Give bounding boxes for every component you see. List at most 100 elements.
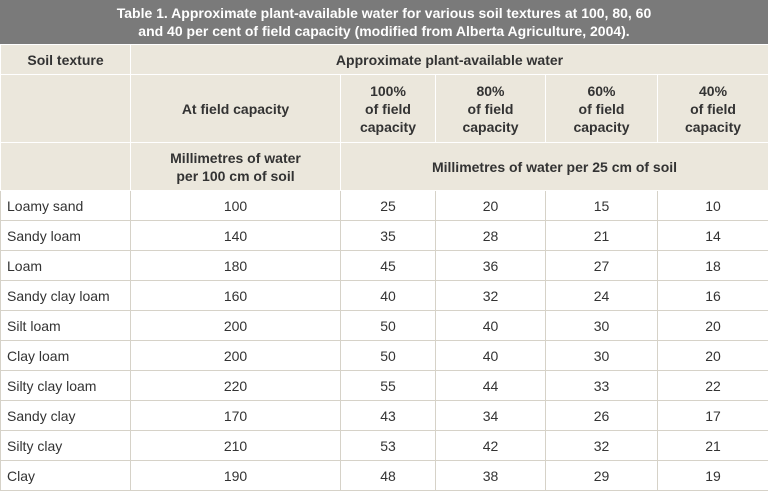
value-cell: 30 — [545, 310, 658, 341]
table-title: Table 1. Approximate plant-available wat… — [0, 0, 768, 44]
soil-texture-cell: Clay — [0, 460, 131, 491]
header-row: At field capacity 100% of field capacity 80… — [0, 74, 768, 143]
data-row: Clay loam 200 50 40 30 20 — [0, 340, 768, 371]
header-line: 80% — [476, 82, 505, 99]
value-cell: 100 — [130, 190, 341, 221]
header-cell — [0, 74, 131, 143]
value-cell: 48 — [340, 460, 436, 491]
data-table: Soil texture Approximate plant-available… — [0, 44, 768, 491]
value-cell: 42 — [435, 430, 546, 461]
data-row: Sandy loam 140 35 28 21 14 — [0, 220, 768, 251]
header-line: capacity — [684, 118, 742, 135]
soil-texture-cell: Clay loam — [0, 340, 131, 371]
data-row: Silty clay loam 220 55 44 33 22 — [0, 370, 768, 401]
value-cell: 16 — [656, 280, 768, 311]
header-line: capacity — [359, 118, 417, 135]
value-cell: 43 — [340, 400, 436, 431]
header-line: of field — [467, 100, 514, 117]
soil-texture-cell: Silty clay loam — [0, 370, 131, 401]
header-line: 100% — [370, 82, 406, 99]
value-cell: 40 — [340, 280, 436, 311]
value-cell: 140 — [130, 220, 341, 251]
value-cell: 200 — [130, 310, 341, 341]
value-cell: 220 — [130, 370, 341, 401]
header-cell: Soil texture — [0, 44, 131, 75]
value-cell: 21 — [656, 430, 768, 461]
header-cell: Millimetres of water per 100 cm of soil — [130, 142, 341, 191]
value-cell: 53 — [340, 430, 436, 461]
soil-texture-cell: Loam — [0, 250, 131, 281]
header-line: of field — [365, 100, 411, 117]
header-cell: Approximate plant-available water — [129, 44, 768, 75]
data-row: Silt loam 200 50 40 30 20 — [0, 310, 768, 341]
value-cell: 29 — [545, 460, 658, 491]
value-cell: 22 — [656, 370, 768, 401]
value-cell: 20 — [656, 340, 768, 371]
value-cell: 10 — [656, 190, 768, 221]
soil-texture-cell: Silty clay — [0, 430, 131, 461]
header-line: 40% — [699, 82, 728, 99]
value-cell: 28 — [435, 220, 546, 251]
value-cell: 170 — [130, 400, 341, 431]
value-cell: 34 — [435, 400, 546, 431]
header-cell: 40% of field capacity — [656, 74, 768, 143]
value-cell: 44 — [435, 370, 546, 401]
value-cell: 40 — [435, 340, 546, 371]
value-cell: 14 — [656, 220, 768, 251]
value-cell: 20 — [656, 310, 768, 341]
value-cell: 190 — [130, 460, 341, 491]
soil-texture-cell: Silt loam — [0, 310, 131, 341]
value-cell: 180 — [130, 250, 341, 281]
value-cell: 18 — [656, 250, 768, 281]
value-cell: 15 — [545, 190, 658, 221]
value-cell: 17 — [656, 400, 768, 431]
data-row: Loam 180 45 36 27 18 — [0, 250, 768, 281]
data-row: Sandy clay loam 160 40 32 24 16 — [0, 280, 768, 311]
value-cell: 33 — [545, 370, 658, 401]
header-row: Millimetres of water per 100 cm of soil … — [0, 142, 768, 191]
data-row: Clay 190 48 38 29 19 — [0, 460, 768, 491]
value-cell: 38 — [435, 460, 546, 491]
header-cell — [0, 142, 131, 191]
header-cell: 60% of field capacity — [545, 74, 658, 143]
header-cell: 80% of field capacity — [435, 74, 546, 143]
value-cell: 36 — [435, 250, 546, 281]
value-cell: 26 — [545, 400, 658, 431]
value-cell: 32 — [435, 280, 546, 311]
value-cell: 45 — [340, 250, 436, 281]
header-row: Soil texture Approximate plant-available… — [0, 44, 768, 75]
header-cell: Millimetres of water per 25 cm of soil — [339, 142, 768, 191]
header-line: of field — [578, 100, 625, 117]
value-cell: 210 — [130, 430, 341, 461]
data-row: Sandy clay 170 43 34 26 17 — [0, 400, 768, 431]
value-cell: 27 — [545, 250, 658, 281]
value-cell: 32 — [545, 430, 658, 461]
value-cell: 55 — [340, 370, 436, 401]
value-cell: 35 — [340, 220, 436, 251]
soil-texture-cell: Sandy clay loam — [0, 280, 131, 311]
value-cell: 30 — [545, 340, 658, 371]
header-line: 60% — [587, 82, 616, 99]
soil-texture-cell: Loamy sand — [0, 190, 131, 221]
value-cell: 25 — [340, 190, 436, 221]
header-line: of field — [690, 100, 736, 117]
value-cell: 21 — [545, 220, 658, 251]
soil-texture-cell: Sandy loam — [0, 220, 131, 251]
value-cell: 20 — [435, 190, 546, 221]
soil-texture-cell: Sandy clay — [0, 400, 131, 431]
value-cell: 200 — [130, 340, 341, 371]
header-cell: At field capacity — [130, 74, 341, 143]
value-cell: 50 — [340, 310, 436, 341]
header-cell: 100% of field capacity — [340, 74, 436, 143]
value-cell: 40 — [435, 310, 546, 341]
table-body: Soil texture Approximate plant-available… — [0, 44, 768, 491]
value-cell: 50 — [340, 340, 436, 371]
header-line: capacity — [573, 118, 630, 135]
value-cell: 24 — [545, 280, 658, 311]
value-cell: 19 — [656, 460, 768, 491]
value-cell: 160 — [130, 280, 341, 311]
data-row: Silty clay 210 53 42 32 21 — [0, 430, 768, 461]
header-line: capacity — [462, 118, 519, 135]
data-row: Loamy sand 100 25 20 15 10 — [0, 190, 768, 221]
